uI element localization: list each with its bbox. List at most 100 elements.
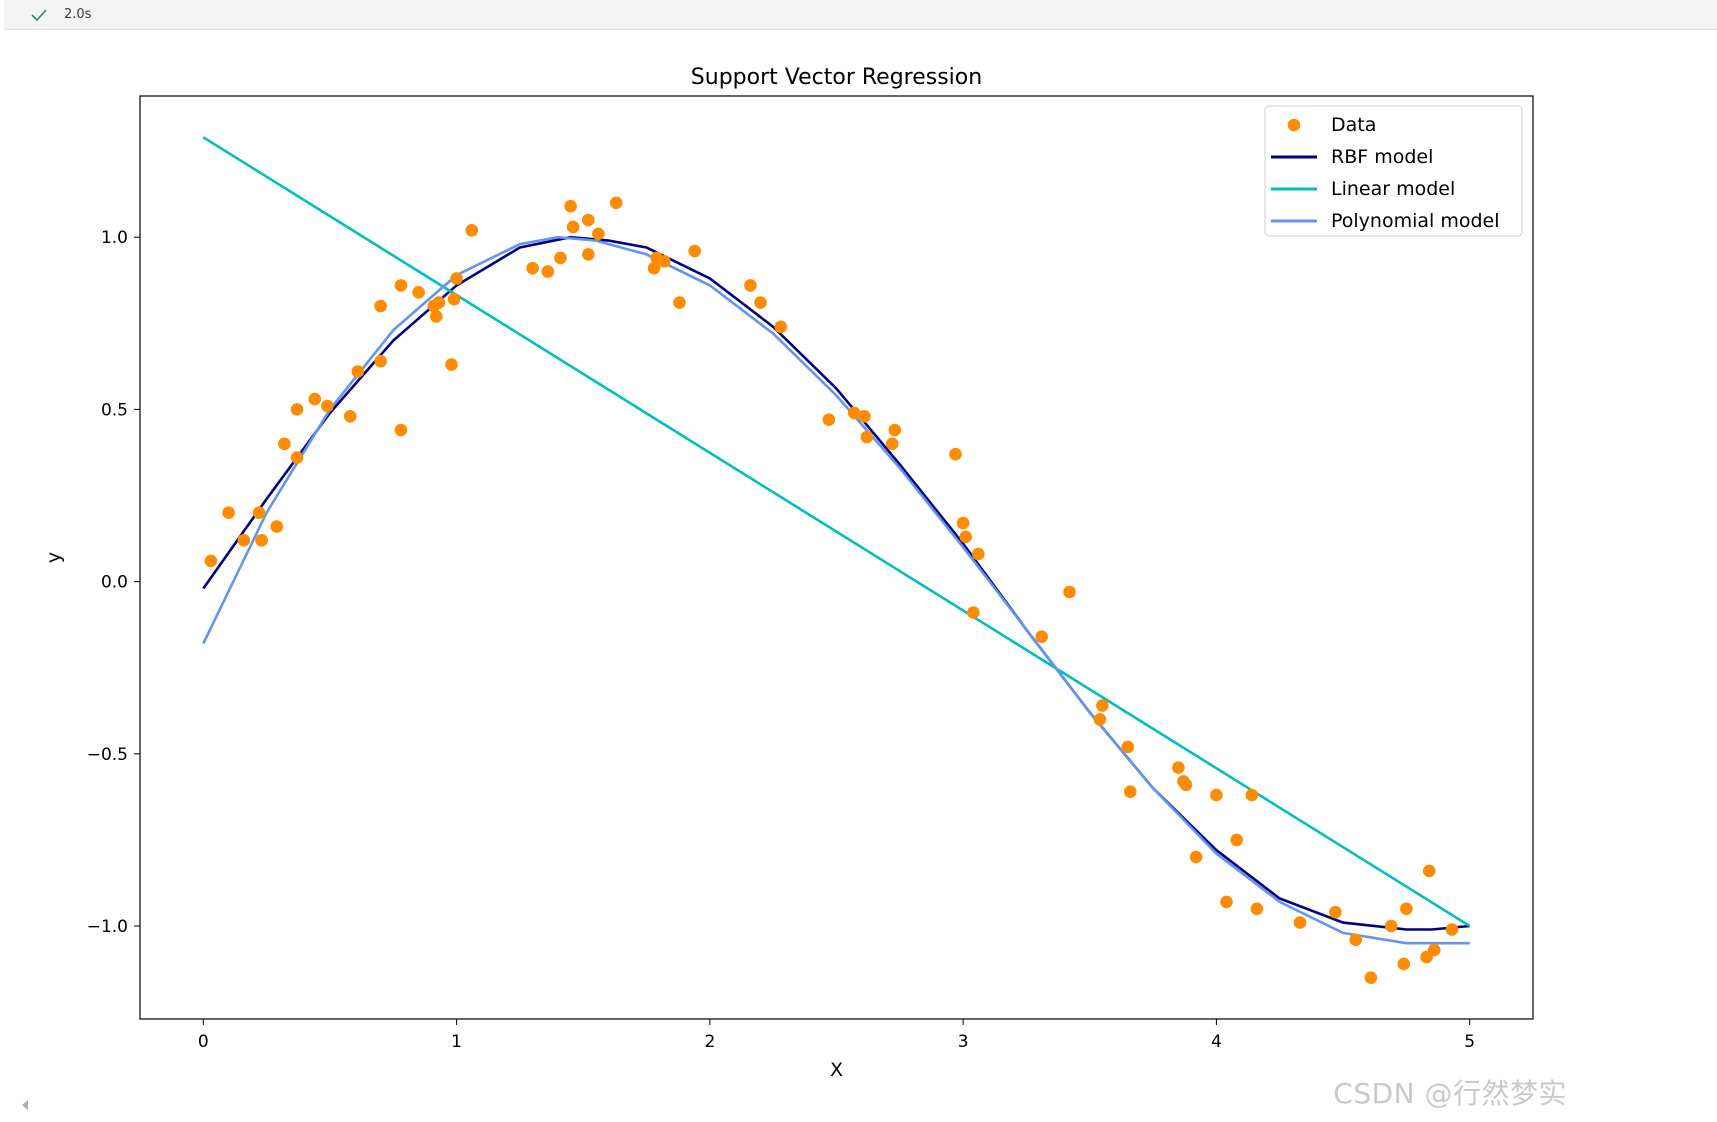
execution-time: 2.0s (64, 7, 92, 22)
data-point (374, 354, 387, 368)
legend-label: Linear model (1331, 178, 1455, 200)
data-point (1172, 761, 1185, 774)
y-tick-label: −1.0 (87, 917, 128, 937)
data-point (673, 296, 686, 309)
plot-frame (139, 95, 1534, 1020)
series-line-rbf-model (202, 235, 1470, 931)
data-point (290, 403, 304, 416)
data-point (1384, 919, 1398, 933)
data-point (252, 506, 266, 519)
data-point (308, 392, 322, 406)
data-point (255, 534, 268, 547)
data-point (1250, 902, 1264, 916)
data-point (430, 310, 443, 323)
legend-marker (1287, 118, 1301, 132)
data-point (321, 399, 334, 413)
data-point (582, 248, 595, 261)
y-axis-label: y (43, 552, 65, 563)
data-point (1063, 585, 1076, 599)
data-point (374, 299, 387, 313)
data-point (1096, 699, 1109, 712)
x-tick-label: 2 (704, 1032, 715, 1052)
y-tick-label: 0.0 (101, 573, 128, 593)
data-point (967, 606, 980, 619)
data-point (592, 227, 605, 241)
svr-chart: Support Vector Regression 0 1 2 3 4 5 1.0 0.5 0.0… (43, 65, 1534, 1081)
data-point (1364, 971, 1378, 984)
y-tick-label: 0.5 (101, 400, 128, 420)
legend-label: RBF model (1331, 146, 1433, 168)
data-point (541, 265, 555, 278)
data-point (822, 413, 836, 427)
data-point (1124, 785, 1137, 798)
data-point (972, 547, 985, 561)
data-point (450, 272, 463, 285)
chart-title: Support Vector Regression (691, 65, 982, 90)
x-axis-label: X (830, 1059, 843, 1081)
series-line-polynomial-model (202, 235, 1470, 945)
data-point (1422, 864, 1436, 878)
data-point (688, 244, 701, 258)
data-point (351, 365, 365, 378)
y-tick-label: 1.0 (101, 228, 128, 248)
data-point (394, 423, 408, 437)
data-point (343, 410, 357, 423)
data-point (647, 261, 661, 275)
data-point (1293, 916, 1307, 929)
series-line-linear-model (202, 136, 1471, 928)
data-point (1230, 833, 1243, 847)
data-point (1121, 740, 1135, 754)
data-point (1445, 923, 1459, 936)
data-point (658, 255, 671, 268)
data-point (949, 447, 962, 461)
data-point (270, 520, 284, 533)
data-point (858, 410, 871, 423)
data-point (1220, 895, 1233, 909)
data-point (774, 320, 788, 334)
data-point (609, 196, 623, 210)
watermark: CSDN @行然梦实 (1333, 1077, 1567, 1110)
data-point (1349, 933, 1362, 947)
check-icon (31, 9, 47, 22)
data-point (860, 430, 874, 444)
data-point (237, 534, 251, 547)
x-tick-label: 1 (451, 1032, 462, 1052)
data-point (204, 554, 218, 568)
data-point (1329, 905, 1342, 919)
legend-label: Polynomial model (1331, 210, 1500, 232)
data-point (1427, 943, 1441, 957)
data-point (394, 279, 408, 292)
data-point (1035, 630, 1048, 643)
x-tick-label: 5 (1464, 1032, 1475, 1052)
data-point (222, 506, 235, 519)
scroll-left-icon[interactable] (22, 1100, 28, 1110)
data-point (956, 516, 970, 530)
y-tick-label: −0.5 (87, 745, 128, 765)
data-point (278, 437, 291, 451)
data-point (1179, 778, 1193, 792)
cell-status-bar: 2.0s (4, 0, 1717, 30)
x-tick-label: 3 (958, 1032, 969, 1052)
data-point (1245, 788, 1259, 802)
data-point (1397, 957, 1411, 971)
data-point (959, 530, 972, 544)
data-point (847, 406, 861, 420)
data-point (1210, 788, 1223, 802)
data-point (1400, 902, 1413, 916)
data-point (1093, 713, 1107, 726)
data-point (554, 251, 567, 265)
legend-label: Data (1331, 114, 1376, 136)
data-point (290, 451, 304, 464)
data-point (754, 296, 767, 309)
x-tick-label: 0 (198, 1032, 209, 1052)
data-point (564, 199, 577, 213)
data-point (888, 423, 902, 437)
x-tick-label: 4 (1211, 1032, 1222, 1052)
data-point (582, 213, 595, 227)
series-group (202, 136, 1471, 984)
data-point (885, 437, 899, 451)
data-point (1189, 850, 1203, 864)
data-point (465, 224, 479, 237)
data-point (526, 261, 539, 275)
data-point (447, 292, 461, 306)
